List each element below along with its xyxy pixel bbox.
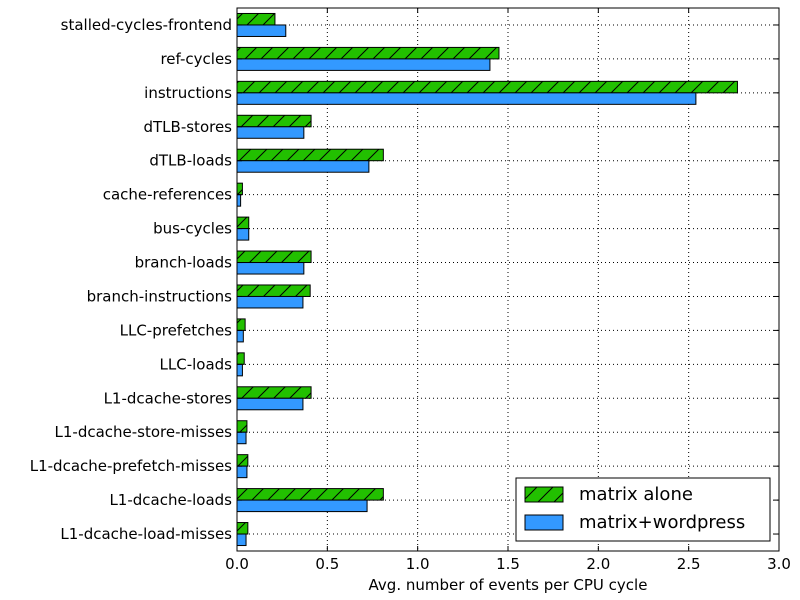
y-tick-label: dTLB-stores (144, 118, 233, 136)
bar (237, 330, 244, 342)
x-tick-label: 2.5 (677, 555, 701, 573)
bar (237, 194, 241, 207)
y-tick-label: L1-dcache-loads (109, 491, 232, 509)
legend-entry-label: matrix+wordpress (579, 512, 745, 533)
y-tick-label: LLC-prefetches (120, 321, 233, 339)
bar-hatch (237, 522, 248, 535)
bar (237, 398, 303, 410)
bar (237, 58, 490, 71)
legend-swatch-hatch (525, 487, 563, 502)
bar-hatch (237, 13, 275, 25)
y-tick-label: instructions (144, 84, 232, 102)
y-tick-label: L1-dcache-load-misses (60, 525, 232, 543)
bar-hatch (237, 284, 311, 297)
y-tick-label: L1-dcache-store-misses (55, 423, 233, 441)
x-tick-label: 3.0 (767, 555, 791, 573)
x-axis-label: Avg. number of events per CPU cycle (369, 576, 648, 594)
bar (237, 296, 303, 308)
bar (237, 160, 369, 173)
bar-hatch (237, 115, 312, 127)
bar-hatch (237, 217, 249, 229)
bar-hatch (237, 47, 499, 59)
y-tick-label: ref-cycles (160, 50, 232, 68)
bar (237, 24, 286, 37)
y-tick-label: L1-dcache-stores (104, 389, 233, 407)
bar (237, 534, 247, 546)
y-axis: stalled-cycles-frontend ref-cycles instruc… (30, 16, 779, 543)
legend-entry-label: matrix alone (579, 484, 693, 505)
bar (237, 262, 304, 275)
bar-hatch (237, 318, 246, 331)
legend-swatch-outline (524, 486, 564, 503)
bar-hatch (237, 386, 312, 399)
bar-hatch (237, 488, 384, 501)
legend-swatch-outline (524, 514, 564, 531)
y-tick-label: LLC-loads (160, 355, 233, 373)
bars (236, 12, 738, 547)
bar (237, 126, 304, 139)
legend: matrix alone matrix+wordpress (515, 477, 771, 542)
legend-swatch (525, 515, 563, 530)
y-tick-label: cache-references (103, 186, 232, 204)
y-tick-label: dTLB-loads (149, 152, 232, 170)
bar-hatch (237, 251, 312, 263)
bar (237, 364, 243, 376)
y-tick-label: L1-dcache-prefetch-misses (30, 457, 232, 475)
x-tick-label: 2.0 (586, 555, 610, 573)
bar (237, 92, 696, 105)
y-tick-label: branch-instructions (87, 287, 233, 305)
bar-hatch (237, 183, 243, 195)
bar-hatch (237, 81, 738, 93)
grid (237, 8, 779, 551)
y-tick-label: stalled-cycles-frontend (61, 16, 232, 34)
bar-hatch (237, 149, 384, 161)
y-tick-label: branch-loads (135, 254, 233, 272)
y-tick-label: bus-cycles (153, 220, 232, 238)
bar (237, 432, 247, 444)
bar-hatch (237, 352, 245, 365)
x-tick-label: 1.5 (496, 555, 520, 573)
x-tick-label: 0.5 (315, 555, 339, 573)
bar (237, 228, 249, 241)
bar-hatch (237, 420, 247, 433)
bar (237, 466, 247, 478)
x-axis: 0.0 0.5 1.0 1.5 2.0 2.5 3.0 (225, 8, 791, 573)
x-tick-label: 1.0 (406, 555, 430, 573)
bar (237, 500, 368, 512)
bar-hatch (237, 454, 248, 467)
x-tick-label: 0.0 (225, 555, 249, 573)
